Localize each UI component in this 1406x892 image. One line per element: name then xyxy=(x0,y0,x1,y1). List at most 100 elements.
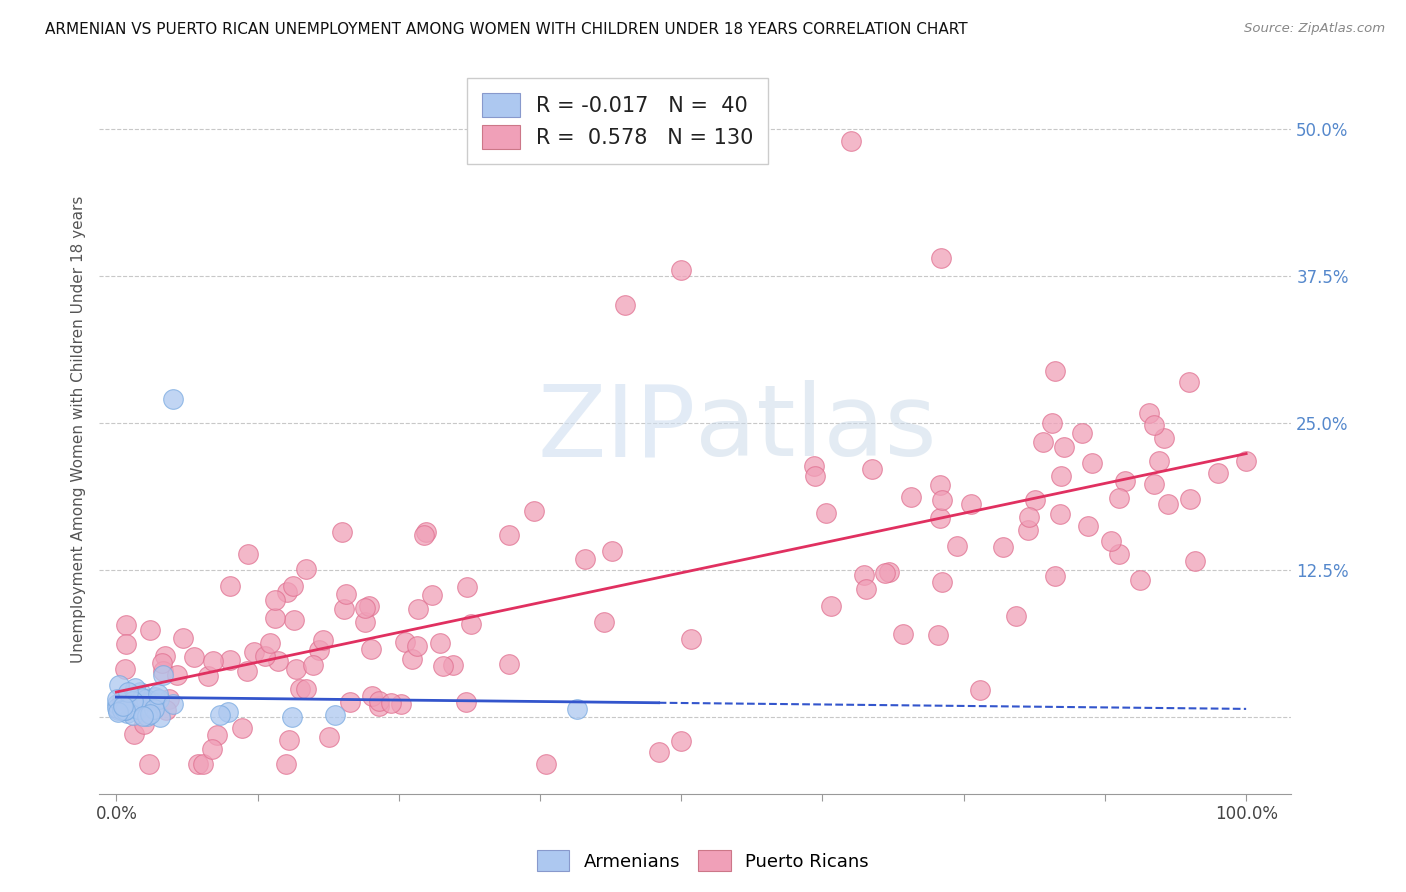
Point xyxy=(900,490,922,504)
Point xyxy=(105,692,128,706)
Legend: Armenians, Puerto Ricans: Armenians, Puerto Ricans xyxy=(530,843,876,879)
Point xyxy=(408,602,430,616)
Point xyxy=(108,678,131,692)
Point xyxy=(323,708,346,723)
Point xyxy=(138,694,160,708)
Point xyxy=(1114,474,1136,488)
Point xyxy=(114,703,136,717)
Point xyxy=(294,681,316,696)
Point xyxy=(891,627,914,641)
Point xyxy=(592,615,614,630)
Point xyxy=(339,695,361,709)
Point xyxy=(420,588,443,602)
Point xyxy=(522,504,544,518)
Point xyxy=(1147,453,1170,467)
Point xyxy=(498,657,520,671)
Point xyxy=(115,637,138,651)
Point xyxy=(960,498,983,512)
Point xyxy=(931,574,953,589)
Point xyxy=(105,697,128,711)
Point xyxy=(243,644,266,658)
Point xyxy=(124,681,146,695)
Point xyxy=(280,710,302,724)
Point xyxy=(264,593,287,607)
Point xyxy=(111,698,134,713)
Point xyxy=(1049,508,1071,522)
Point xyxy=(360,642,382,657)
Point xyxy=(335,587,357,601)
Point xyxy=(107,705,129,719)
Point xyxy=(839,134,862,148)
Point xyxy=(394,635,416,649)
Point xyxy=(1043,569,1066,583)
Point xyxy=(454,695,477,709)
Point xyxy=(115,706,138,720)
Point xyxy=(415,524,437,539)
Point xyxy=(295,562,318,576)
Point xyxy=(136,708,159,723)
Point xyxy=(276,757,298,772)
Point xyxy=(143,690,166,704)
Point xyxy=(148,692,170,706)
Point xyxy=(1108,547,1130,561)
Point xyxy=(219,579,242,593)
Point xyxy=(602,544,624,558)
Point xyxy=(312,632,335,647)
Point xyxy=(929,251,952,265)
Point xyxy=(330,524,353,539)
Point xyxy=(318,730,340,744)
Point xyxy=(359,599,381,613)
Point xyxy=(131,691,153,706)
Text: ARMENIAN VS PUERTO RICAN UNEMPLOYMENT AMONG WOMEN WITH CHILDREN UNDER 18 YEARS C: ARMENIAN VS PUERTO RICAN UNEMPLOYMENT AM… xyxy=(45,22,967,37)
Point xyxy=(153,649,176,664)
Point xyxy=(308,643,330,657)
Point xyxy=(928,511,950,525)
Point xyxy=(647,746,669,760)
Point xyxy=(132,709,155,723)
Point xyxy=(107,703,129,717)
Point xyxy=(945,540,967,554)
Point xyxy=(877,566,900,580)
Point xyxy=(152,668,174,682)
Point xyxy=(111,703,134,717)
Point xyxy=(1071,426,1094,441)
Point xyxy=(1077,519,1099,533)
Point xyxy=(150,656,173,670)
Point xyxy=(236,547,259,561)
Point xyxy=(456,580,478,594)
Point xyxy=(803,458,825,473)
Text: Source: ZipAtlas.com: Source: ZipAtlas.com xyxy=(1244,22,1385,36)
Point xyxy=(1040,416,1063,430)
Point xyxy=(1108,491,1130,505)
Legend: R = -0.017   N =  40, R =  0.578   N = 130: R = -0.017 N = 40, R = 0.578 N = 130 xyxy=(467,78,768,164)
Point xyxy=(121,707,143,722)
Point xyxy=(671,733,693,747)
Point xyxy=(460,617,482,632)
Point xyxy=(671,263,693,277)
Point xyxy=(114,703,136,717)
Point xyxy=(217,705,239,719)
Point xyxy=(862,462,884,476)
Point xyxy=(367,693,389,707)
Point xyxy=(288,681,311,696)
Point xyxy=(135,692,157,706)
Point xyxy=(205,728,228,742)
Point xyxy=(613,298,636,312)
Point xyxy=(1157,497,1180,511)
Point xyxy=(157,692,180,706)
Point xyxy=(1178,375,1201,389)
Point xyxy=(380,696,402,710)
Point xyxy=(565,702,588,716)
Point xyxy=(155,703,177,717)
Point xyxy=(969,683,991,698)
Point xyxy=(201,742,224,756)
Text: ZIP: ZIP xyxy=(537,380,696,477)
Point xyxy=(162,698,184,712)
Point xyxy=(105,700,128,714)
Point xyxy=(111,693,134,707)
Point xyxy=(1005,608,1028,623)
Point xyxy=(127,702,149,716)
Point xyxy=(1043,364,1066,378)
Point xyxy=(138,757,160,772)
Point xyxy=(332,602,354,616)
